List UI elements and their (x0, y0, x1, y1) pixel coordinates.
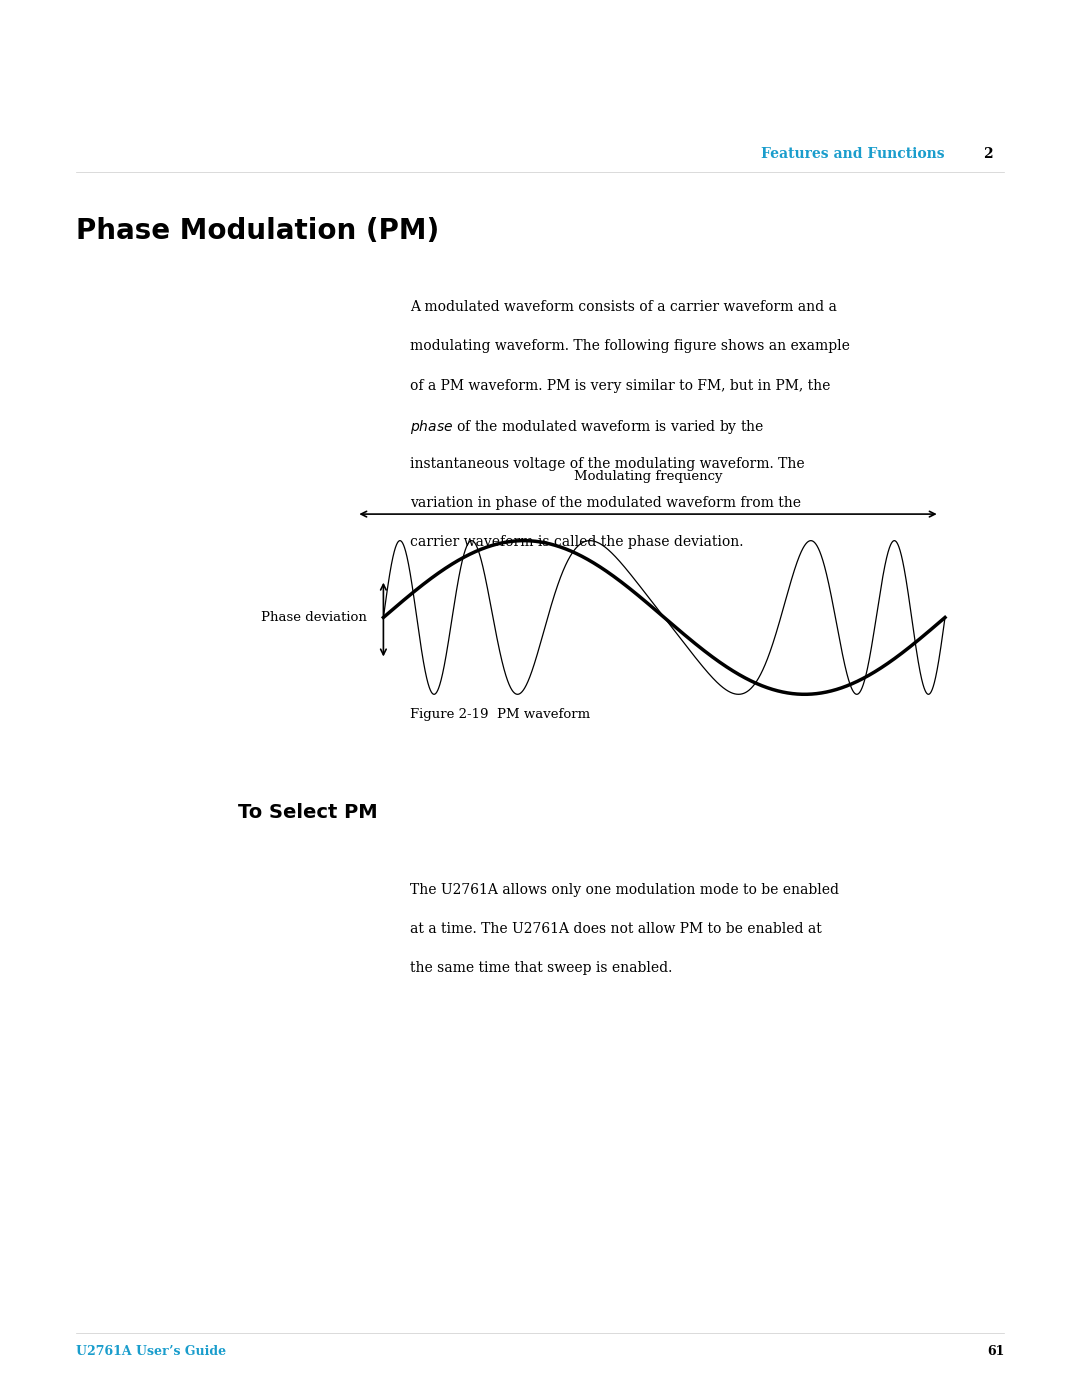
Text: The U2761A allows only one modulation mode to be enabled: The U2761A allows only one modulation mo… (410, 883, 839, 897)
Text: instantaneous voltage of the modulating waveform. The: instantaneous voltage of the modulating … (410, 457, 805, 471)
Text: at a time. The U2761A does not allow PM to be enabled at: at a time. The U2761A does not allow PM … (410, 922, 822, 936)
Text: 2: 2 (983, 147, 993, 161)
Text: carrier waveform is called the phase deviation.: carrier waveform is called the phase dev… (410, 535, 744, 549)
Text: Phase Modulation (PM): Phase Modulation (PM) (76, 217, 438, 244)
Text: To Select PM: To Select PM (238, 803, 377, 823)
Text: Figure 2-19  PM waveform: Figure 2-19 PM waveform (410, 708, 591, 721)
Text: U2761A User’s Guide: U2761A User’s Guide (76, 1345, 226, 1358)
Text: $\it{phase}$ of the modulated waveform is varied by the: $\it{phase}$ of the modulated waveform i… (410, 418, 765, 436)
Text: Phase deviation: Phase deviation (261, 610, 367, 624)
Text: modulating waveform. The following figure shows an example: modulating waveform. The following figur… (410, 339, 850, 353)
Text: of a PM waveform. PM is very similar to FM, but in PM, the: of a PM waveform. PM is very similar to … (410, 379, 831, 393)
Text: Features and Functions: Features and Functions (761, 147, 945, 161)
Text: 61: 61 (987, 1345, 1004, 1358)
Text: variation in phase of the modulated waveform from the: variation in phase of the modulated wave… (410, 496, 801, 510)
Text: Modulating frequency: Modulating frequency (573, 471, 723, 483)
Text: A modulated waveform consists of a carrier waveform and a: A modulated waveform consists of a carri… (410, 300, 837, 314)
Text: the same time that sweep is enabled.: the same time that sweep is enabled. (410, 961, 673, 975)
